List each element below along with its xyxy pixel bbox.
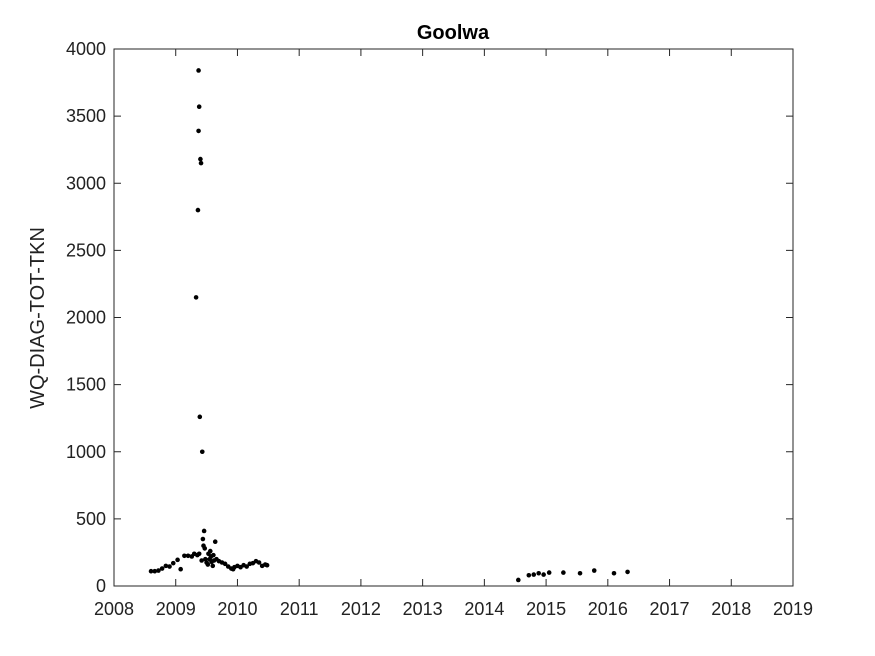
data-point (159, 566, 165, 571)
data-point (198, 156, 203, 162)
data-point (200, 536, 206, 542)
data-point (256, 560, 262, 565)
data-point (264, 562, 270, 568)
data-point (516, 577, 521, 583)
data-point (201, 528, 207, 534)
y-tick-label: 0 (96, 576, 106, 596)
data-point (211, 552, 216, 558)
data-point (185, 553, 191, 559)
data-point (202, 546, 208, 551)
x-tick-label: 2013 (403, 599, 443, 619)
data-point (536, 570, 541, 576)
data-point (182, 553, 187, 559)
x-tick-label: 2014 (464, 599, 504, 619)
data-point (546, 570, 552, 575)
data-point (212, 539, 218, 544)
y-tick-label: 1000 (66, 442, 106, 462)
data-point (577, 570, 583, 576)
y-tick-label: 3500 (66, 106, 106, 126)
y-tick-label: 2500 (66, 240, 106, 260)
x-tick-label: 2009 (156, 599, 196, 619)
x-tick-label: 2008 (94, 599, 134, 619)
data-point (531, 572, 537, 577)
x-tick-label: 2011 (280, 599, 319, 619)
data-point (195, 207, 201, 213)
data-point (199, 558, 204, 563)
data-point (175, 557, 180, 563)
x-tick-label: 2012 (341, 599, 381, 619)
y-axis-label: WQ-DIAG-TOT-TKN (27, 227, 49, 409)
data-point (222, 561, 228, 567)
y-tick-label: 1500 (66, 375, 106, 395)
data-point (625, 569, 630, 575)
data-point (196, 551, 202, 557)
data-point (148, 568, 154, 574)
data-point (199, 449, 205, 455)
data-point (526, 572, 532, 578)
x-tick-label: 2015 (526, 599, 566, 619)
data-point (197, 414, 203, 420)
x-tick-label: 2019 (773, 599, 813, 619)
data-point (210, 563, 216, 569)
data-point (591, 568, 597, 573)
axes: 2008 2009 2010 2011 2012 2013 2014 2015 2016 2017… (66, 39, 813, 619)
data-point (156, 568, 161, 573)
data-point (205, 562, 211, 567)
data-point (196, 68, 201, 73)
data-point (196, 104, 202, 110)
data-point (198, 160, 204, 166)
chart-title: Goolwa (417, 22, 490, 44)
data-point (561, 570, 566, 575)
y-tick-label: 3000 (66, 173, 106, 193)
data-point (611, 570, 617, 576)
y-tick-label: 500 (76, 509, 106, 529)
x-tick-label: 2010 (217, 599, 257, 619)
data-point (207, 548, 213, 554)
y-tick-label: 2000 (66, 308, 106, 328)
data-point (193, 295, 199, 300)
data-point (541, 572, 546, 577)
data-point (196, 128, 201, 134)
data-points (148, 68, 630, 583)
x-tick-label: 2017 (650, 599, 690, 619)
data-point (178, 566, 183, 572)
data-point (244, 564, 250, 569)
data-point (152, 568, 158, 574)
data-point (170, 560, 176, 566)
y-tick-label: 4000 (66, 39, 106, 59)
x-tick-label: 2016 (588, 599, 628, 619)
data-point (167, 564, 172, 569)
data-point (163, 563, 169, 569)
x-tick-label: 2018 (711, 599, 751, 619)
